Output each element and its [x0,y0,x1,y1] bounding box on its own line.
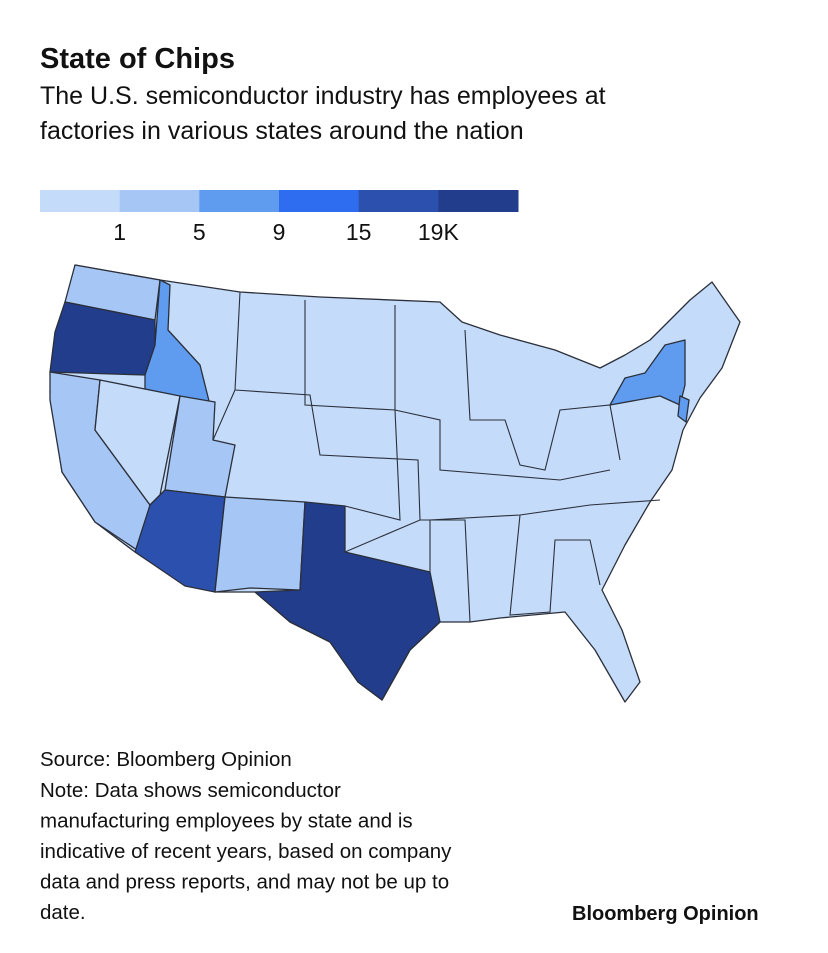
legend-label: 9 [273,219,286,245]
legend: 1 5 9 15 19K [40,190,519,245]
note-line: manufacturing employees by state and is [40,810,413,833]
legend-swatch [279,190,360,212]
note: Note: Data shows semiconductor manufactur… [40,779,452,924]
state [609,339,686,406]
source: Source: Bloomberg Opinion [40,748,292,771]
note-line: data and press reports, and may not be u… [40,871,449,894]
map [49,264,741,703]
note-line: date. [40,901,86,924]
legend-swatch [199,190,280,212]
legend-label: 5 [193,219,206,245]
state [214,496,306,593]
border [304,300,611,481]
border [234,389,421,521]
title: State of Chips [40,43,235,75]
subtitle: The U.S. semiconductor industry has empl… [40,82,606,110]
legend-label: 15 [346,219,372,245]
legend-label: 19K [418,219,460,245]
subtitle: factories in various states around the n… [40,117,524,145]
legend-swatch [438,190,519,212]
state [677,395,690,423]
legend-swatch [40,190,121,212]
legend-swatch [119,190,200,212]
note-line: Note: Data shows semiconductor [40,779,341,802]
border [509,514,601,616]
border [344,519,471,623]
note-line: indicative of recent years, based on com… [40,840,452,863]
brand: Bloomberg Opinion [572,903,759,925]
legend-swatch [358,190,439,212]
legend-label: 1 [113,219,126,245]
border [464,329,621,471]
border [344,305,401,521]
